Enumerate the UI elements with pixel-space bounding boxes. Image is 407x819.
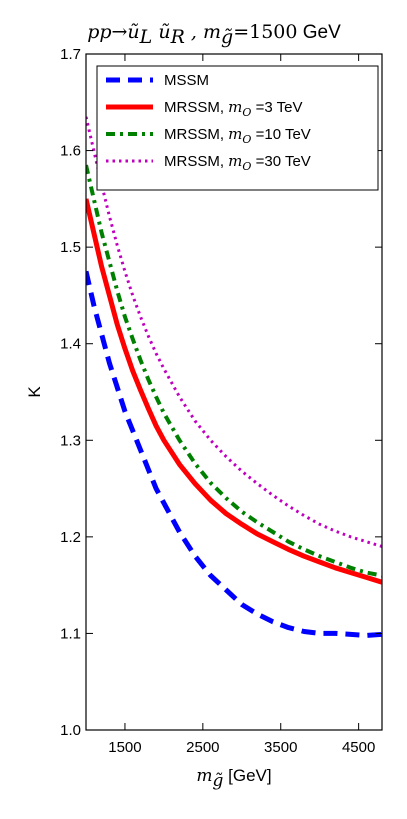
y-tick-label-1: 1.1 [60, 625, 81, 642]
title-sub1: L [139, 26, 153, 48]
chart-title: pp→ũL ũR , mg̃=1500 GeV [87, 21, 341, 48]
title-mid: ũ [152, 21, 170, 43]
x-axis-sym: m [196, 766, 212, 786]
series-line-2 [86, 164, 382, 578]
y-tick-label-3: 1.3 [60, 432, 81, 449]
title-sub2: R [170, 26, 185, 48]
y-tick-label-6: 1.6 [60, 143, 81, 160]
title-comma: , m [185, 21, 221, 43]
legend-label-2: MRSSM, mO =10 TeV [164, 125, 311, 146]
title-unit: GeV [297, 22, 341, 43]
title-eq: =1500 [233, 21, 297, 43]
title-process: pp→ũ [87, 21, 139, 43]
y-axis-label: K [25, 386, 44, 398]
series-layer [86, 116, 382, 638]
title-sub3: g̃ [221, 26, 233, 48]
legend-frame [96, 65, 379, 191]
plot-frame [85, 53, 383, 731]
legend-label-1: MRSSM, mO =3 TeV [164, 98, 302, 119]
legend-label-3: MRSSM, mO =30 TeV [164, 152, 311, 173]
y-tick-label-2: 1.2 [60, 529, 81, 546]
x-axis-label: mg̃ [GeV] [196, 766, 271, 791]
x-tick-label-2: 3500 [264, 739, 297, 756]
series-line-1 [86, 198, 382, 585]
y-tick-label-5: 1.5 [60, 239, 81, 256]
x-tick-label-0: 1500 [108, 739, 141, 756]
legend: MSSM MRSSM, mO =3 TeV MRSSM, mO =10 TeV MRS… [96, 65, 379, 191]
x-axis-unit: [GeV] [223, 766, 271, 785]
ticks-layer: 1500 2500 3500 4500 1.0 1.1 1.2 1.3 1.4 1.5 1.6 1.7 [60, 46, 382, 756]
y-tick-label-7: 1.7 [60, 46, 81, 63]
series-line-3 [86, 116, 382, 548]
y-tick-label-4: 1.4 [60, 336, 81, 353]
legend-label-0: MSSM [164, 72, 209, 89]
x-axis-sub: g̃ [213, 771, 224, 791]
y-tick-label-0: 1.0 [60, 722, 81, 739]
series-line-0 [86, 270, 382, 638]
x-tick-label-3: 4500 [342, 739, 375, 756]
x-tick-label-1: 2500 [186, 739, 219, 756]
